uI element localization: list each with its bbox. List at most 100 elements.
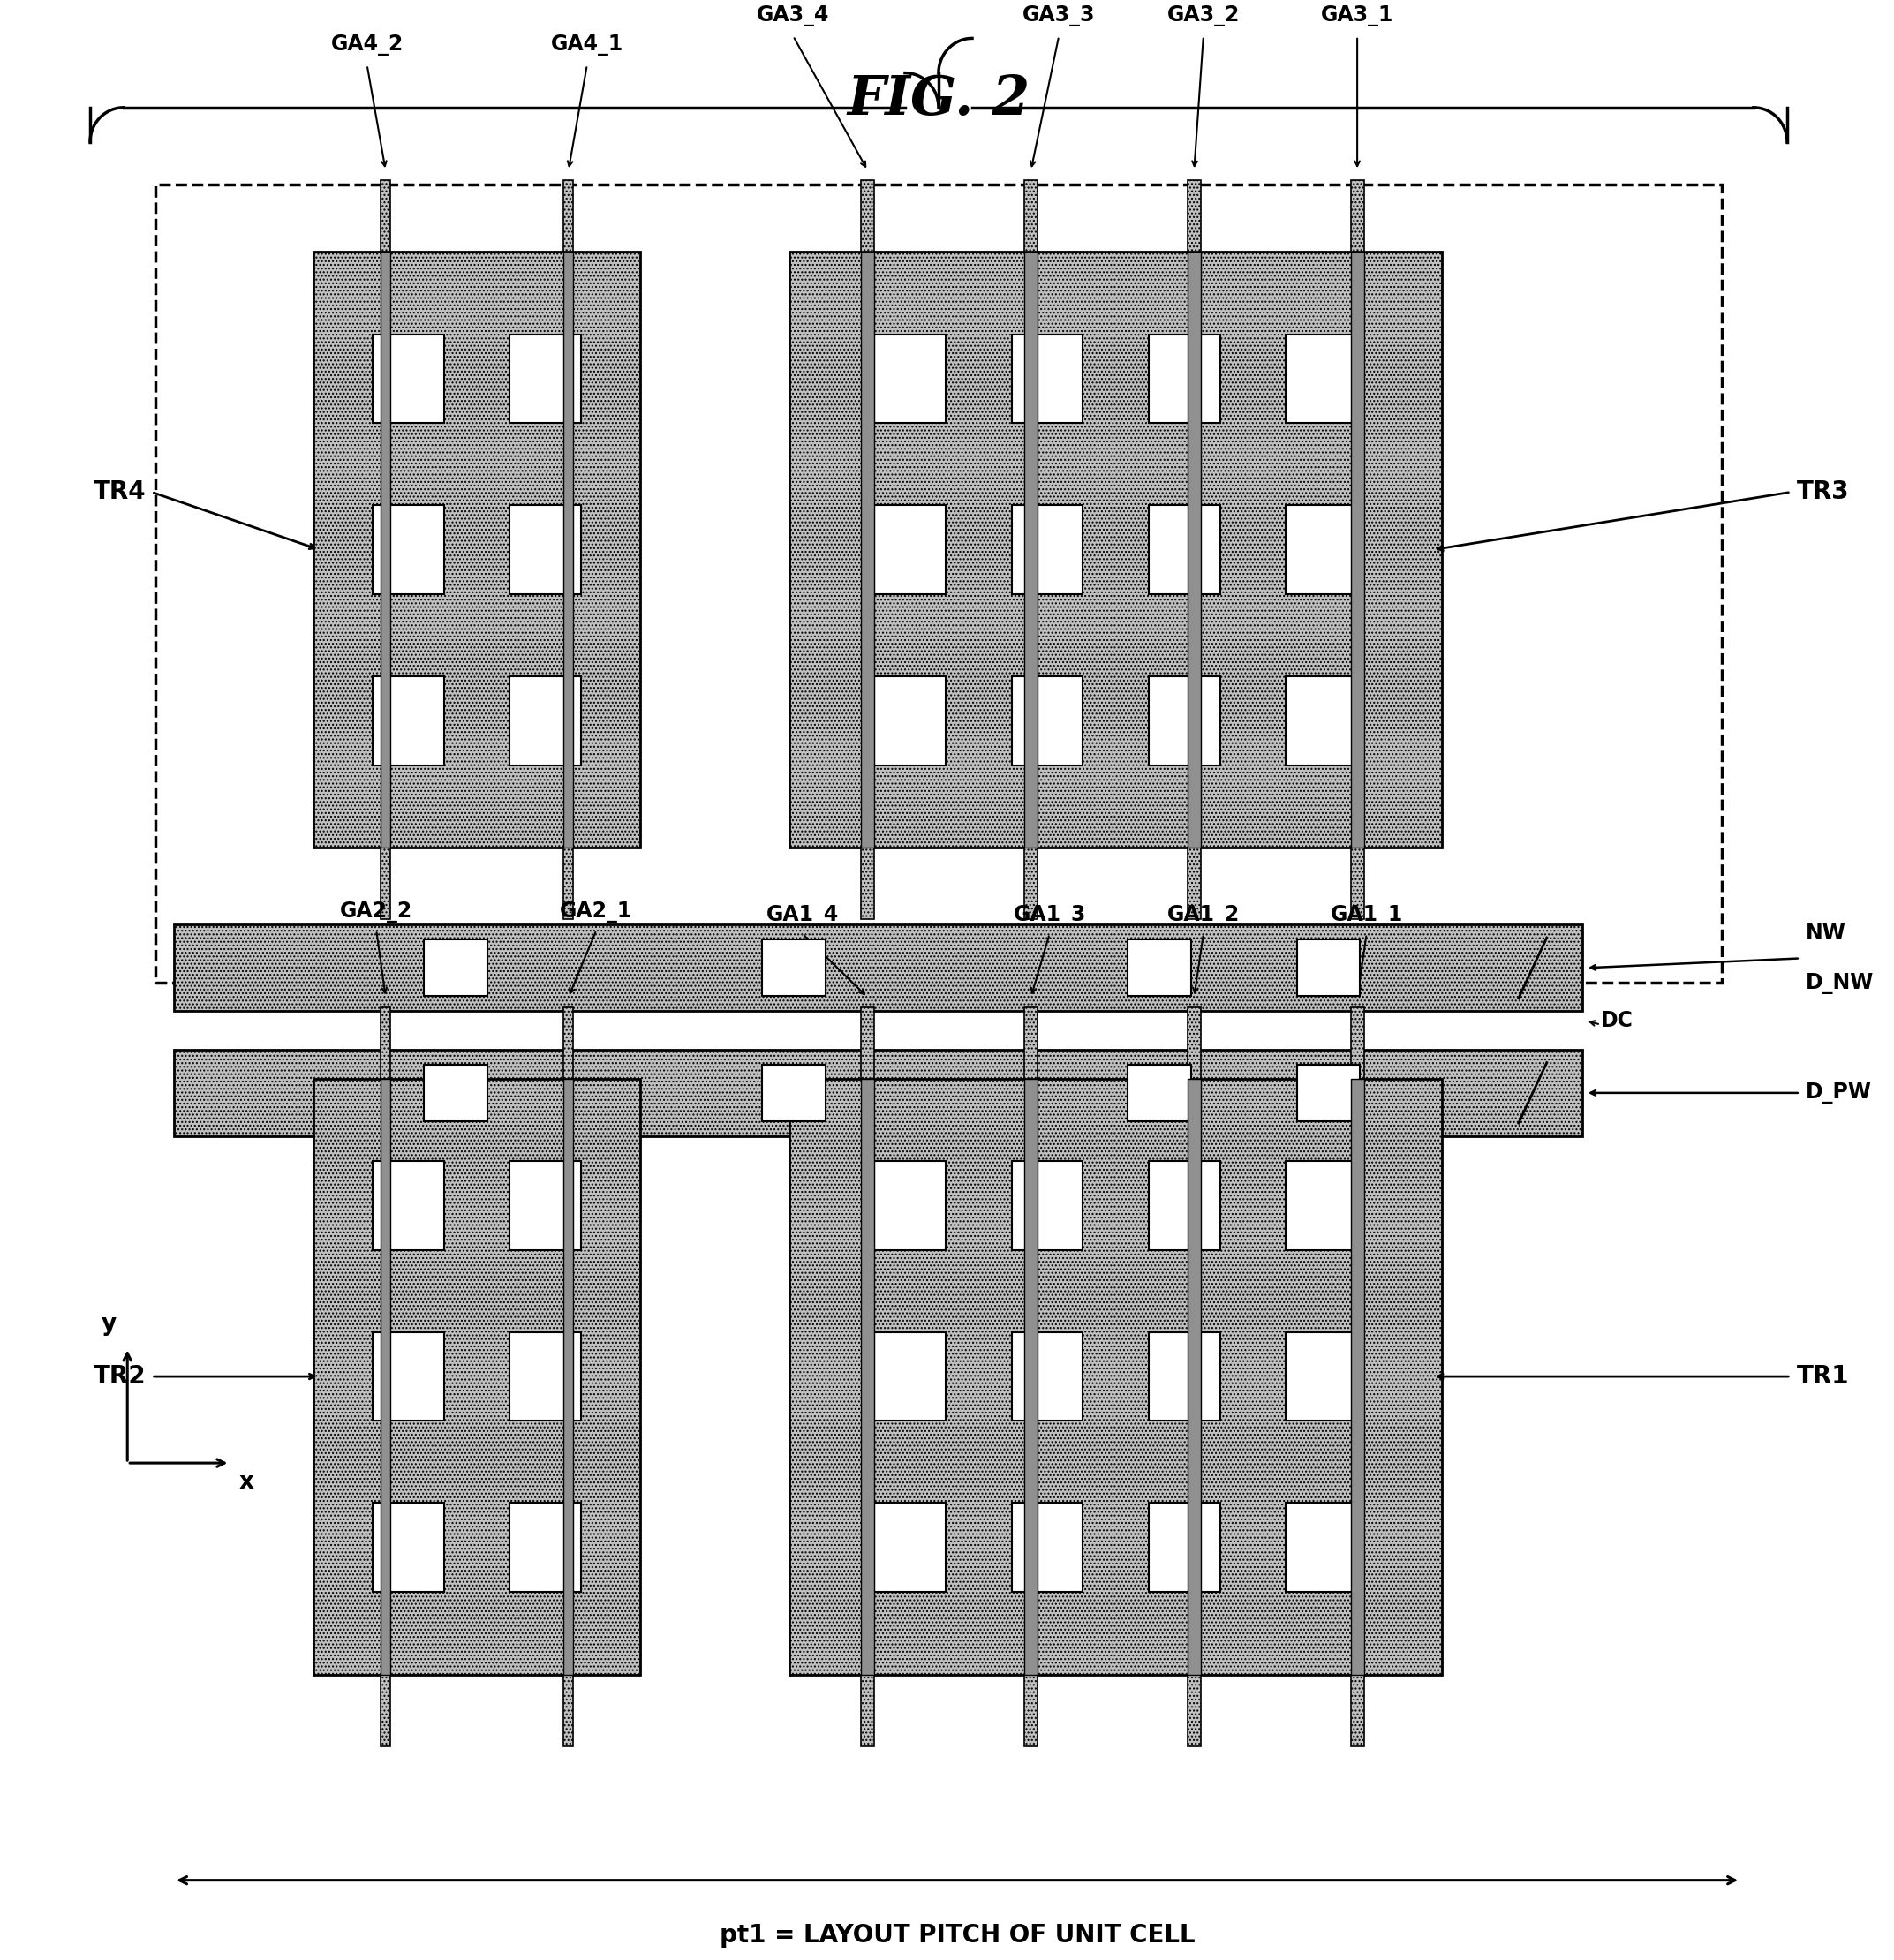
Bar bbox=[564, 1674, 574, 1746]
Bar bbox=[1148, 1333, 1220, 1421]
Bar bbox=[1148, 676, 1220, 764]
Bar bbox=[1025, 849, 1038, 919]
Bar bbox=[564, 180, 574, 251]
Text: GA1_4: GA1_4 bbox=[767, 906, 839, 927]
Bar bbox=[1286, 1333, 1356, 1421]
Bar bbox=[1286, 1160, 1356, 1250]
Bar bbox=[1188, 1674, 1201, 1746]
Text: NW: NW bbox=[1805, 923, 1847, 945]
Bar bbox=[381, 1674, 390, 1746]
Bar bbox=[790, 1078, 1441, 1674]
Text: GA4_2: GA4_2 bbox=[331, 33, 403, 55]
Bar bbox=[1286, 335, 1356, 423]
Bar bbox=[1129, 939, 1191, 996]
Bar bbox=[1188, 251, 1201, 849]
Bar bbox=[1011, 506, 1083, 594]
Bar bbox=[373, 1160, 443, 1250]
Bar bbox=[862, 849, 875, 919]
Bar bbox=[1025, 1674, 1038, 1746]
Bar bbox=[1148, 506, 1220, 594]
Bar bbox=[1011, 1333, 1083, 1421]
Bar bbox=[424, 1064, 487, 1121]
Bar bbox=[1148, 1503, 1220, 1592]
Bar bbox=[1297, 1064, 1360, 1121]
Text: y: y bbox=[100, 1313, 116, 1337]
Bar bbox=[1129, 1064, 1191, 1121]
Bar bbox=[381, 1007, 390, 1078]
Bar bbox=[1350, 849, 1364, 919]
Bar bbox=[1188, 180, 1201, 251]
Bar bbox=[1350, 180, 1364, 251]
Text: D_PW: D_PW bbox=[1805, 1082, 1871, 1103]
Bar bbox=[862, 251, 875, 849]
Text: TR3: TR3 bbox=[1796, 480, 1849, 504]
Bar bbox=[862, 1007, 875, 1078]
Bar bbox=[1188, 849, 1201, 919]
Bar bbox=[1350, 251, 1364, 849]
Bar bbox=[381, 849, 390, 919]
Bar bbox=[875, 1503, 945, 1592]
Bar bbox=[761, 939, 826, 996]
Bar bbox=[381, 251, 390, 849]
Bar bbox=[424, 939, 487, 996]
Bar bbox=[1148, 1160, 1220, 1250]
Text: GA2_1: GA2_1 bbox=[561, 902, 633, 923]
Bar bbox=[862, 1078, 875, 1674]
Text: GA4_1: GA4_1 bbox=[551, 33, 623, 55]
Bar bbox=[761, 1064, 826, 1121]
Bar bbox=[314, 251, 640, 849]
Text: FIG. 2: FIG. 2 bbox=[847, 73, 1030, 125]
Bar bbox=[1011, 1503, 1083, 1592]
Bar bbox=[564, 849, 574, 919]
Bar bbox=[1025, 1007, 1038, 1078]
Bar bbox=[155, 184, 1722, 982]
Bar bbox=[1350, 1674, 1364, 1746]
Bar bbox=[174, 1051, 1581, 1137]
Bar bbox=[1350, 1078, 1364, 1674]
Bar bbox=[509, 676, 581, 764]
Bar bbox=[790, 251, 1441, 849]
Bar bbox=[314, 1078, 640, 1674]
Bar bbox=[862, 180, 875, 251]
Bar bbox=[1297, 939, 1360, 996]
Bar bbox=[564, 1078, 574, 1674]
Bar bbox=[381, 180, 390, 251]
Bar bbox=[875, 1160, 945, 1250]
Text: D_NW: D_NW bbox=[1805, 972, 1873, 994]
Bar bbox=[1286, 506, 1356, 594]
Bar bbox=[875, 506, 945, 594]
Text: pt1 = LAYOUT PITCH OF UNIT CELL: pt1 = LAYOUT PITCH OF UNIT CELL bbox=[720, 1923, 1195, 1946]
Bar bbox=[564, 251, 574, 849]
Bar bbox=[1350, 1007, 1364, 1078]
Bar bbox=[174, 925, 1581, 1011]
Bar bbox=[509, 1503, 581, 1592]
Bar bbox=[875, 676, 945, 764]
Text: TR2: TR2 bbox=[93, 1364, 146, 1390]
Bar bbox=[1188, 1078, 1201, 1674]
Bar bbox=[1025, 1078, 1038, 1674]
Bar bbox=[373, 1333, 443, 1421]
Text: GA1_2: GA1_2 bbox=[1167, 906, 1241, 927]
Bar bbox=[373, 335, 443, 423]
Bar bbox=[1286, 1503, 1356, 1592]
Bar bbox=[381, 1078, 390, 1674]
Bar bbox=[509, 335, 581, 423]
Text: GA3_2: GA3_2 bbox=[1167, 6, 1241, 25]
Bar bbox=[373, 1503, 443, 1592]
Bar bbox=[509, 1333, 581, 1421]
Bar bbox=[875, 1333, 945, 1421]
Bar bbox=[1148, 335, 1220, 423]
Bar bbox=[1025, 251, 1038, 849]
Text: GA3_4: GA3_4 bbox=[758, 6, 830, 25]
Text: GA3_3: GA3_3 bbox=[1023, 6, 1095, 25]
Text: TR4: TR4 bbox=[93, 480, 146, 504]
Bar bbox=[509, 506, 581, 594]
Text: GA1_1: GA1_1 bbox=[1330, 906, 1403, 927]
Text: GA3_1: GA3_1 bbox=[1320, 6, 1394, 25]
Bar bbox=[875, 335, 945, 423]
Text: DC: DC bbox=[1600, 1009, 1633, 1031]
Bar bbox=[1011, 335, 1083, 423]
Text: TR1: TR1 bbox=[1796, 1364, 1849, 1390]
Bar bbox=[862, 1674, 875, 1746]
Bar bbox=[373, 676, 443, 764]
